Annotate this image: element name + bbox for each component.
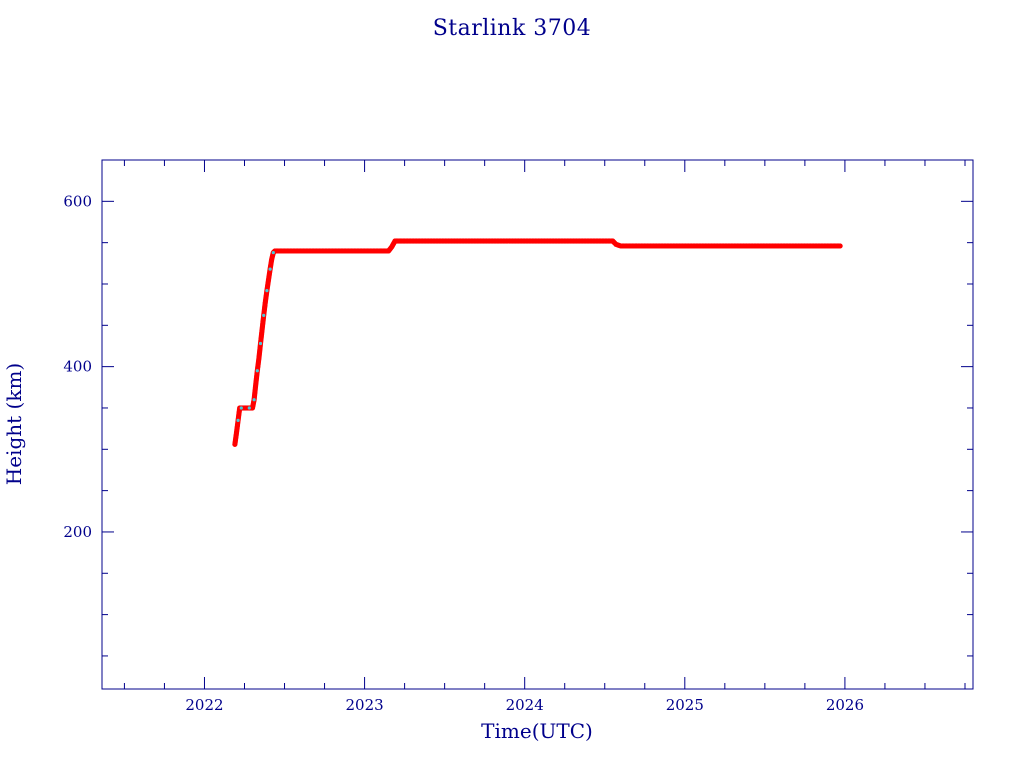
x-tick-label: 2025: [666, 696, 704, 714]
x-axis-label: Time(UTC): [481, 719, 593, 743]
data-point-highlight: [247, 406, 251, 410]
data-point-highlight: [262, 313, 266, 317]
y-tick-label: 200: [63, 523, 92, 541]
data-point-highlight: [268, 267, 272, 271]
chart-title: Starlink 3704: [432, 16, 592, 41]
x-tick-label: 2022: [185, 696, 223, 714]
data-point-highlight: [239, 406, 243, 410]
data-point-highlight: [252, 398, 256, 402]
x-tick-label: 2026: [826, 696, 864, 714]
data-point-highlight: [271, 250, 275, 255]
data-point-highlight: [265, 288, 269, 293]
y-tick-label: 400: [63, 358, 92, 376]
y-axis-label: Height (km): [2, 363, 26, 485]
data-point-highlight: [236, 418, 240, 422]
y-tick-label: 600: [63, 192, 92, 210]
plot-frame: [101, 159, 974, 690]
data-point-highlight: [258, 341, 263, 346]
x-tick-label: 2024: [506, 696, 544, 714]
data-points: [232, 238, 843, 447]
axis-ticks: 2022 2023 2024 2025 2026 200 400 600: [63, 159, 973, 714]
data-point-highlight: [255, 369, 259, 373]
data-point: [837, 243, 843, 249]
x-tick-label: 2023: [345, 696, 383, 714]
